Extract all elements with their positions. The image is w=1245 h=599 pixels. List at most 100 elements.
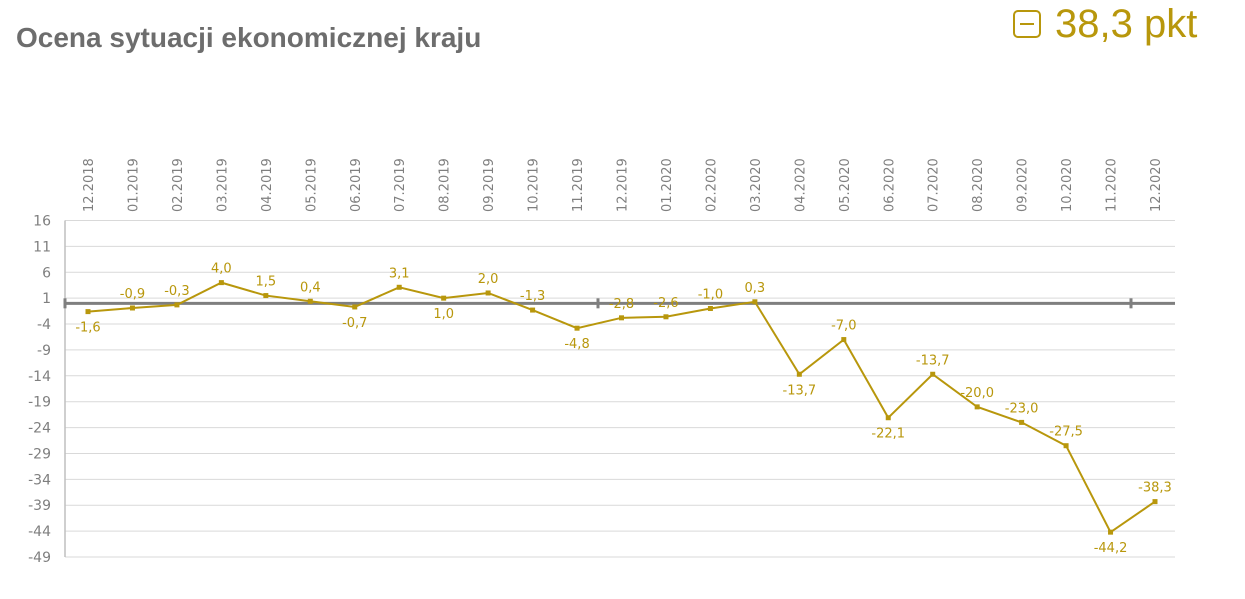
data-label: 3,1 bbox=[389, 266, 410, 281]
x-tick-label: 03.2020 bbox=[749, 158, 764, 212]
y-tick-label: -14 bbox=[28, 369, 51, 385]
data-label: -20,0 bbox=[960, 386, 994, 401]
grid-lines bbox=[64, 220, 1175, 558]
data-label: -0,3 bbox=[164, 284, 189, 299]
data-label: -1,3 bbox=[520, 289, 545, 304]
x-axis-ticks: 12.2018 01.2019 02.2019 03.2019 04.2019 05.20… bbox=[82, 158, 1164, 212]
data-label: 0,4 bbox=[300, 280, 321, 295]
data-label: -22,1 bbox=[871, 427, 905, 442]
x-tick-label: 10.2020 bbox=[1060, 158, 1075, 212]
data-point bbox=[1063, 443, 1069, 449]
data-point bbox=[663, 314, 669, 320]
y-tick-label: -44 bbox=[28, 524, 51, 540]
x-tick-label: 12.2020 bbox=[1149, 158, 1164, 212]
y-tick-label: 16 bbox=[33, 214, 51, 230]
x-tick-label: 03.2019 bbox=[215, 158, 230, 212]
x-tick-label: 11.2020 bbox=[1105, 158, 1120, 212]
x-tick-label: 05.2019 bbox=[304, 158, 319, 212]
x-tick-label: 08.2019 bbox=[438, 158, 453, 212]
x-tick-label: 12.2019 bbox=[616, 158, 631, 212]
x-tick-label: 06.2019 bbox=[349, 158, 364, 212]
data-point bbox=[619, 315, 624, 321]
data-labels: -1,6 -0,9 -0,3 4,0 1,5 0,4 -0,7 3,1 1,0 2,0 -1,3 -4… bbox=[75, 262, 1172, 557]
data-label: -23,0 bbox=[1005, 401, 1039, 416]
y-tick-label: 1 bbox=[42, 291, 51, 307]
data-point bbox=[707, 306, 713, 312]
data-point bbox=[574, 325, 580, 331]
y-tick-label: -4 bbox=[37, 317, 51, 333]
data-point bbox=[85, 309, 91, 315]
x-tick-label: 07.2020 bbox=[927, 158, 942, 212]
data-point bbox=[174, 302, 180, 308]
data-label: -27,5 bbox=[1049, 425, 1083, 440]
y-tick-label: -29 bbox=[28, 446, 51, 462]
y-axis-ticks: 16 11 6 1 -4 -9 -14 -19 -24 -29 -34 -39 -44 -49 bbox=[28, 214, 51, 567]
y-tick-label: 6 bbox=[42, 265, 51, 281]
data-point bbox=[752, 299, 758, 305]
page-title: Ocena sytuacji ekonomicznej kraju bbox=[16, 22, 482, 53]
data-label: -2,6 bbox=[653, 296, 678, 311]
data-point bbox=[885, 415, 891, 421]
y-tick-label: -19 bbox=[28, 395, 51, 411]
zero-axis-line bbox=[63, 298, 1175, 309]
data-point bbox=[1108, 529, 1114, 535]
data-point bbox=[974, 404, 980, 410]
data-label: -7,0 bbox=[831, 319, 856, 334]
minus-box-icon bbox=[1013, 10, 1041, 38]
x-tick-label: 05.2020 bbox=[838, 158, 853, 212]
data-label: -38,3 bbox=[1138, 481, 1172, 496]
data-point bbox=[1152, 499, 1158, 505]
x-tick-label: 01.2019 bbox=[126, 158, 141, 212]
data-label: -13,7 bbox=[783, 383, 817, 398]
data-series bbox=[85, 280, 1158, 535]
x-tick-label: 12.2018 bbox=[82, 158, 97, 212]
data-point bbox=[441, 295, 447, 301]
data-label: 1,0 bbox=[433, 307, 454, 322]
data-label: -0,7 bbox=[342, 316, 367, 331]
x-tick-label: 10.2019 bbox=[527, 158, 542, 212]
data-label: -2,8 bbox=[609, 297, 634, 312]
data-point bbox=[1019, 419, 1025, 425]
kpi-value: 38,3 pkt bbox=[1055, 1, 1198, 46]
data-label: -1,0 bbox=[698, 288, 723, 303]
x-tick-label: 07.2019 bbox=[393, 158, 408, 212]
data-point bbox=[796, 371, 802, 377]
x-tick-label: 02.2020 bbox=[704, 158, 719, 212]
data-label: 1,5 bbox=[255, 275, 276, 290]
y-tick-label: -9 bbox=[37, 343, 51, 359]
x-tick-label: 01.2020 bbox=[660, 158, 675, 212]
kpi-summary: 38,3 pkt bbox=[1013, 2, 1197, 46]
x-tick-label: 09.2019 bbox=[482, 158, 497, 212]
data-point bbox=[129, 305, 135, 311]
data-label: -0,9 bbox=[120, 287, 145, 302]
data-label: -1,6 bbox=[75, 321, 100, 336]
y-tick-label: -39 bbox=[28, 498, 51, 514]
data-label: 0,3 bbox=[745, 281, 766, 296]
data-label: -13,7 bbox=[916, 353, 950, 368]
x-tick-label: 04.2019 bbox=[260, 158, 275, 212]
y-tick-label: 11 bbox=[33, 239, 51, 255]
data-point bbox=[930, 371, 936, 377]
data-point bbox=[307, 298, 313, 304]
y-tick-label: -24 bbox=[28, 421, 51, 437]
x-tick-label: 02.2019 bbox=[171, 158, 186, 212]
x-tick-label: 09.2020 bbox=[1016, 158, 1031, 212]
data-label: 2,0 bbox=[478, 272, 499, 287]
data-label: -44,2 bbox=[1094, 541, 1128, 556]
y-tick-label: -49 bbox=[28, 550, 51, 566]
data-point bbox=[352, 304, 358, 310]
data-label: -4,8 bbox=[564, 337, 589, 352]
x-tick-label: 06.2020 bbox=[882, 158, 897, 212]
x-tick-label: 04.2020 bbox=[793, 158, 808, 212]
x-tick-label: 08.2020 bbox=[971, 158, 986, 212]
data-point bbox=[485, 290, 491, 296]
data-point bbox=[218, 280, 224, 286]
data-point bbox=[396, 284, 402, 290]
x-tick-label: 11.2019 bbox=[571, 158, 586, 212]
data-point bbox=[841, 337, 847, 343]
data-point bbox=[530, 307, 536, 313]
data-label: 4,0 bbox=[211, 262, 232, 277]
y-tick-label: -34 bbox=[28, 472, 51, 488]
data-point bbox=[263, 293, 269, 299]
